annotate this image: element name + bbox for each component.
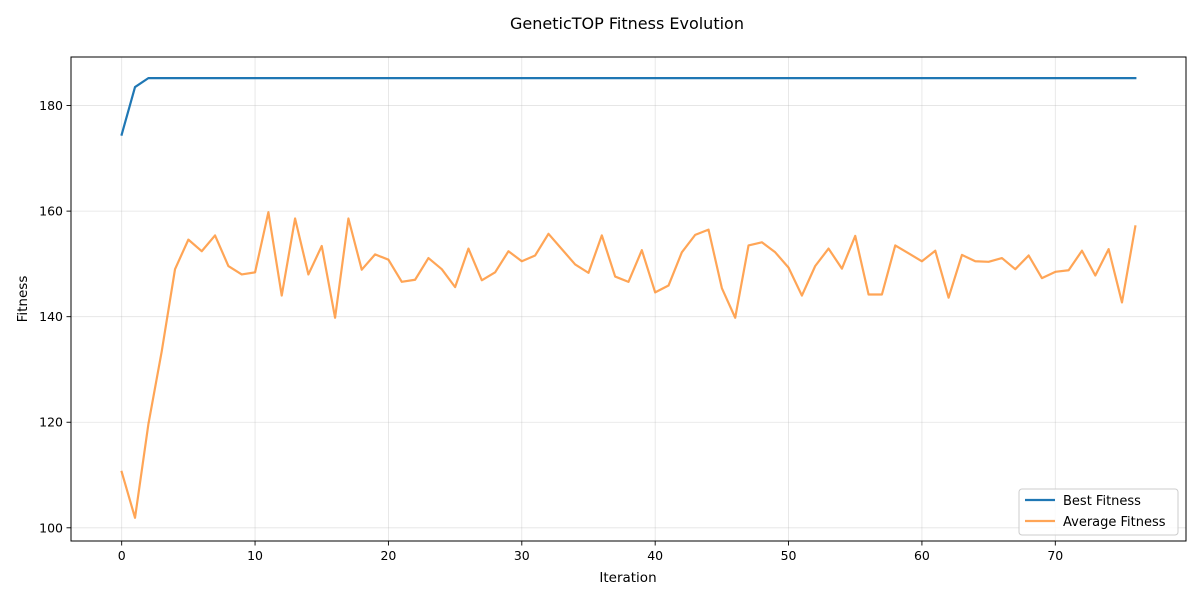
series-line-best-fitness (120, 77, 1137, 136)
x-tick-label: 70 (1047, 548, 1063, 563)
x-tick-label: 30 (514, 548, 530, 563)
x-tick-label: 0 (118, 548, 126, 563)
series-lines (120, 77, 1137, 519)
y-tick-label: 100 (39, 520, 63, 535)
axis-ticks: 0 10 20 30 40 50 60 70 100 120 140 160 180 (39, 98, 1063, 563)
x-axis-label: Iteration (599, 570, 656, 586)
legend-label-best-fitness: Best Fitness (1063, 494, 1141, 509)
x-tick-label: 50 (781, 548, 797, 563)
legend: Best Fitness Average Fitness (1018, 488, 1179, 536)
x-tick-label: 10 (247, 548, 263, 563)
y-axis-label: Fitness (15, 276, 31, 323)
legend-box (1018, 488, 1179, 536)
plot-frame (70, 56, 1187, 542)
y-tick-label: 140 (39, 309, 63, 324)
y-tick-label: 160 (39, 204, 63, 219)
y-tick-label: 180 (39, 98, 63, 113)
x-tick-label: 20 (380, 548, 396, 563)
chart-title: GeneticTOP Fitness Evolution (510, 14, 744, 33)
grid-lines (71, 57, 1186, 541)
series-line-average-fitness (120, 211, 1137, 519)
legend-label-average-fitness: Average Fitness (1063, 515, 1166, 530)
x-tick-label: 60 (914, 548, 930, 563)
y-tick-label: 120 (39, 415, 63, 430)
x-tick-label: 40 (647, 548, 663, 563)
